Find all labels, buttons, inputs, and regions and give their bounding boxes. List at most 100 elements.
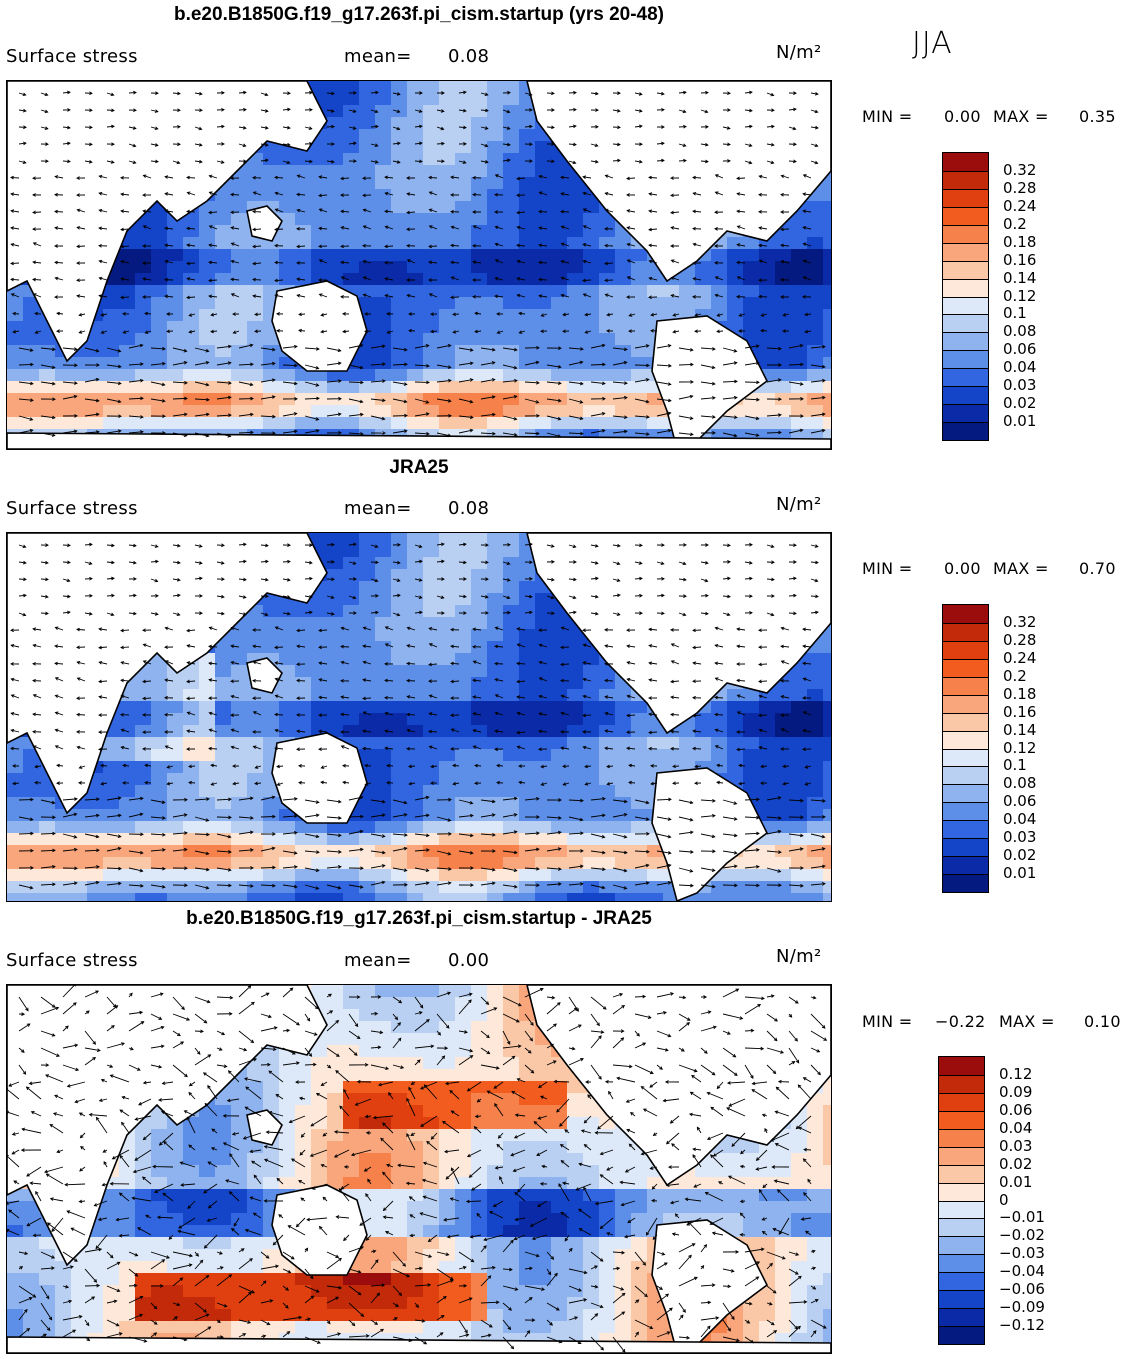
field-cell <box>375 213 392 226</box>
field-cell <box>583 321 600 334</box>
wind-arrow <box>450 175 460 180</box>
wind-arrow <box>474 781 482 786</box>
colorbar-cell <box>943 820 988 839</box>
wind-arrow <box>282 429 298 434</box>
wind-arrow <box>32 227 42 231</box>
field-cell <box>119 749 136 762</box>
field-cell <box>231 333 248 346</box>
wind-arrow <box>194 432 210 438</box>
field-cell <box>407 749 424 762</box>
field-cell <box>487 997 504 1010</box>
field-cell <box>183 665 200 678</box>
wind-arrow <box>392 560 401 565</box>
wind-arrow <box>590 796 606 801</box>
field-cell <box>631 761 648 774</box>
field-cell <box>807 201 824 214</box>
wind-arrow <box>560 694 570 699</box>
wind-arrow <box>370 610 379 615</box>
wind-arrow <box>326 109 335 113</box>
wind-arrow <box>612 125 621 130</box>
field-cell <box>407 249 424 262</box>
wind-arrow <box>722 560 731 564</box>
panel-1-mean-label: mean= <box>344 46 412 67</box>
field-cell <box>375 369 392 382</box>
wind-arrow <box>348 814 364 819</box>
field-cell <box>535 225 552 238</box>
wind-arrow <box>474 329 482 334</box>
field-cell <box>823 405 831 418</box>
field-cell <box>503 569 520 582</box>
wind-arrow <box>142 730 152 734</box>
field-cell <box>215 641 232 654</box>
wind-arrow <box>370 160 379 164</box>
wind-arrow <box>150 414 166 419</box>
field-cell <box>519 593 536 606</box>
wind-arrow <box>524 815 540 819</box>
field-cell <box>327 213 344 226</box>
wind-arrow <box>304 813 320 818</box>
field-cell <box>279 821 296 834</box>
wind-arrow <box>480 431 496 436</box>
field-cell <box>583 417 600 430</box>
wind-arrow <box>538 712 548 716</box>
wind-arrow <box>282 397 298 401</box>
wind-arrow <box>560 293 570 298</box>
field-cell <box>135 893 152 901</box>
field-cell <box>359 141 376 154</box>
field-cell <box>231 629 248 642</box>
field-cell <box>375 141 392 154</box>
wind-arrow <box>238 143 247 148</box>
wind-arrow <box>546 830 562 835</box>
wind-arrow <box>524 380 540 385</box>
wind-arrow <box>560 626 570 631</box>
wind-arrow <box>34 311 42 316</box>
wind-arrow <box>238 362 254 367</box>
field-cell <box>135 357 152 370</box>
wind-arrow <box>428 191 438 196</box>
wind-arrow <box>282 412 298 417</box>
wind-arrow <box>590 159 599 164</box>
wind-arrow <box>252 261 262 266</box>
field-cell <box>567 809 584 822</box>
field-cell <box>263 369 280 382</box>
field-cell <box>375 665 392 678</box>
field-cell <box>359 641 376 654</box>
wind-arrow <box>436 432 452 438</box>
wind-arrow <box>458 347 474 352</box>
field-cell <box>199 749 216 762</box>
wind-arrow <box>502 90 511 95</box>
field-cell <box>471 701 488 714</box>
field-cell <box>247 809 264 822</box>
wind-arrow <box>370 344 386 349</box>
wind-arrow <box>194 143 203 147</box>
field-cell <box>359 93 376 106</box>
wind-arrow <box>362 746 372 751</box>
field-cell <box>375 297 392 310</box>
wind-arrow <box>480 867 496 872</box>
field-cell <box>279 665 296 678</box>
field-cell <box>615 857 632 870</box>
wind-arrow <box>700 578 709 583</box>
field-cell <box>279 653 296 666</box>
field-cell <box>423 665 440 678</box>
colorbar-cell <box>943 350 988 369</box>
field-cell <box>135 677 152 690</box>
field-cell <box>359 1009 376 1022</box>
wind-arrow <box>392 92 401 96</box>
field-cell <box>359 297 376 310</box>
wind-arrow <box>260 594 269 599</box>
field-cell <box>503 105 520 118</box>
field-cell <box>455 737 472 750</box>
wind-arrow <box>392 109 401 114</box>
wind-arrow <box>172 847 188 852</box>
wind-arrow <box>810 833 826 839</box>
wind-arrow <box>342 329 350 334</box>
wind-arrow <box>450 661 460 666</box>
wind-arrow <box>348 561 357 565</box>
field-cell <box>535 833 552 846</box>
wind-arrow <box>120 209 130 214</box>
field-cell <box>311 617 328 630</box>
wind-arrow <box>582 293 592 298</box>
wind-arrow <box>590 813 606 818</box>
field-cell <box>199 869 216 882</box>
